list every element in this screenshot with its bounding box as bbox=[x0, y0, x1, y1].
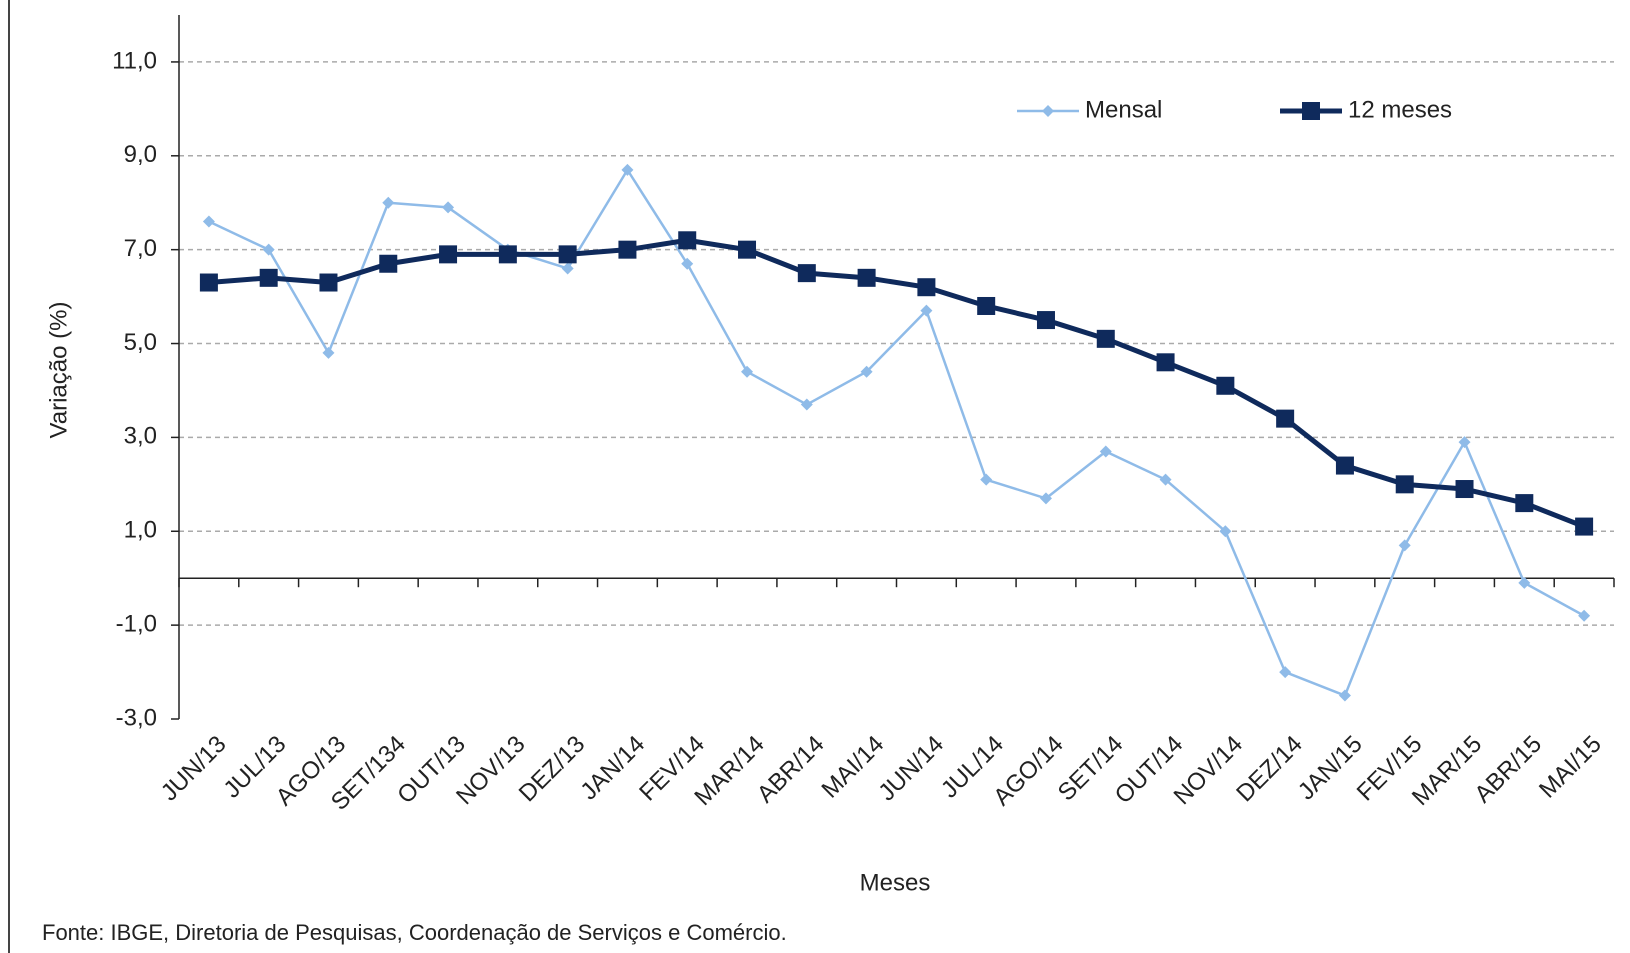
point-marker bbox=[1518, 576, 1531, 589]
point-marker bbox=[202, 215, 215, 228]
point-marker bbox=[618, 240, 637, 259]
point-marker bbox=[262, 243, 275, 256]
x-tick-label: JAN/15 bbox=[1293, 731, 1368, 806]
x-tick-label: DEZ/13 bbox=[514, 731, 591, 808]
point-marker bbox=[259, 268, 278, 287]
point-marker bbox=[917, 278, 936, 297]
legend-label: Mensal bbox=[1085, 96, 1162, 123]
point-marker bbox=[1458, 436, 1471, 449]
point-marker bbox=[681, 257, 694, 270]
point-marker bbox=[1575, 517, 1594, 536]
point-marker bbox=[561, 262, 574, 275]
point-marker bbox=[1156, 353, 1175, 372]
point-marker bbox=[797, 264, 816, 283]
x-tick-label: JUN/13 bbox=[156, 731, 232, 807]
y-tick-label: 7,0 bbox=[124, 235, 157, 262]
point-marker bbox=[382, 196, 395, 209]
point-marker bbox=[1159, 473, 1172, 486]
point-marker bbox=[558, 245, 577, 264]
x-tick-label: ABR/15 bbox=[1469, 731, 1547, 809]
x-tick-label: JUN/14 bbox=[873, 731, 949, 807]
y-tick-label: 1,0 bbox=[124, 517, 157, 544]
point-marker bbox=[1096, 329, 1115, 348]
point-marker bbox=[1398, 539, 1411, 552]
x-tick-label: MAI/15 bbox=[1534, 731, 1607, 804]
point-marker bbox=[1039, 492, 1052, 505]
point-marker bbox=[621, 163, 634, 176]
x-tick-label: ABR/14 bbox=[752, 731, 830, 809]
source-note: Fonte: IBGE, Diretoria de Pesquisas, Coo… bbox=[42, 920, 787, 945]
series-line bbox=[208, 237, 1586, 529]
y-tick-label: -3,0 bbox=[116, 704, 157, 731]
x-tick-label: JAN/14 bbox=[575, 731, 650, 806]
point-marker bbox=[1279, 666, 1292, 679]
point-marker bbox=[442, 201, 455, 214]
point-marker bbox=[199, 273, 218, 292]
point-marker bbox=[319, 273, 338, 292]
point-marker bbox=[1219, 525, 1232, 538]
point-marker bbox=[977, 296, 996, 315]
point-marker bbox=[860, 365, 873, 378]
legend-label: 12 meses bbox=[1348, 96, 1452, 123]
point-marker bbox=[741, 365, 754, 378]
legend-marker bbox=[1302, 102, 1320, 120]
y-axis-title: Variação (%) bbox=[45, 302, 72, 439]
point-marker bbox=[857, 268, 876, 287]
x-axis-title: Meses bbox=[860, 869, 931, 896]
point-marker bbox=[800, 398, 813, 411]
point-marker bbox=[1338, 689, 1351, 702]
point-marker bbox=[1335, 456, 1354, 475]
y-tick-label: 9,0 bbox=[124, 141, 157, 168]
legend-marker bbox=[1042, 105, 1054, 117]
point-marker bbox=[1216, 376, 1235, 395]
point-marker bbox=[498, 245, 517, 264]
y-tick-label: 5,0 bbox=[124, 329, 157, 356]
point-marker bbox=[322, 346, 335, 359]
point-marker bbox=[738, 240, 757, 259]
y-tick-label: -1,0 bbox=[116, 610, 157, 637]
point-marker bbox=[439, 245, 458, 264]
point-marker bbox=[1276, 409, 1295, 428]
x-tick-label: DEZ/14 bbox=[1231, 731, 1308, 808]
point-marker bbox=[920, 304, 933, 317]
y-tick-label: 11,0 bbox=[112, 47, 157, 74]
point-marker bbox=[678, 231, 697, 250]
point-marker bbox=[1099, 445, 1112, 458]
point-marker bbox=[1036, 311, 1055, 330]
series-line bbox=[208, 168, 1585, 697]
point-marker bbox=[1395, 475, 1414, 494]
point-marker bbox=[1515, 494, 1534, 513]
point-marker bbox=[379, 254, 398, 273]
point-marker bbox=[1455, 480, 1474, 499]
point-marker bbox=[1578, 609, 1591, 622]
point-marker bbox=[980, 473, 993, 486]
y-tick-label: 3,0 bbox=[124, 423, 157, 450]
